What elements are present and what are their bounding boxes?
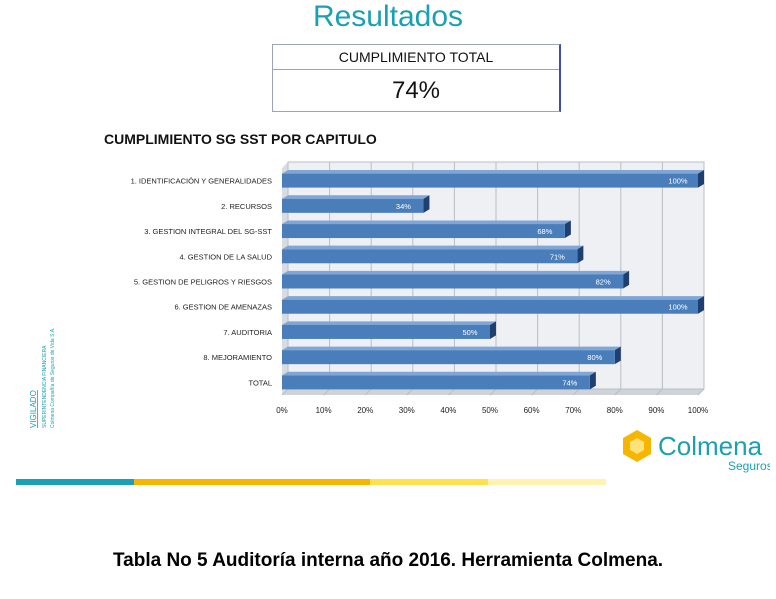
total-compliance-box: CUMPLIMIENTO TOTAL 74% [272,44,561,112]
gridline-floor [656,388,663,396]
category-label: 6. GESTION DE AMENAZAS [174,303,272,312]
data-label: 80% [587,353,602,362]
chart-title: CUMPLIMIENTO SG SST POR CAPITULO [104,131,377,147]
bar-end [490,321,496,339]
bar-end [423,195,430,213]
bar-top [282,321,496,325]
x-tick-label: 90% [648,406,664,415]
data-label: 74% [562,378,577,387]
gridline-floor [281,388,289,396]
side-text-line-2: SUPERINTENDENCIA FINANCIERA [42,345,48,428]
data-label: 68% [537,227,552,236]
bar-top [282,245,584,250]
x-tick-label: 80% [607,406,623,415]
bar [282,198,424,213]
total-compliance-label: CUMPLIMIENTO TOTAL [273,45,559,70]
bar [282,299,698,314]
bar-end [614,346,621,365]
category-label: 8. MEJORAMIENTO [203,353,272,362]
bar-top [282,195,430,199]
data-label: 100% [668,177,688,186]
bar [282,350,615,365]
side-text-line-1: VIGILADO [29,390,38,428]
bar [282,324,490,339]
category-label: 7. AUDITORIA [223,328,272,337]
bar-end [564,220,571,239]
data-label: 50% [462,328,477,337]
brand-strip-4 [488,479,606,485]
x-tick-label: 30% [399,406,415,415]
figure-caption: Tabla No 5 Auditoría interna año 2016. H… [112,550,664,571]
bar-end [589,371,596,390]
category-label: 5. GESTION DE PELIGROS Y RIESGOS [134,278,272,287]
gridline-floor [489,388,497,396]
gridline-floor [406,388,414,396]
bar-top [282,346,621,351]
page-title: Resultados [312,0,464,33]
category-label: 4. GESTION DE LA SALUD [179,252,272,261]
gridline-floor [448,388,455,396]
bar [282,274,624,289]
category-label: 3. GESTION INTEGRAL DEL SG-SST [144,227,272,236]
bar-top [282,371,596,376]
bar-top [282,296,704,300]
x-tick-label: 50% [482,406,498,415]
bar-end [623,270,630,289]
gridline-floor [572,388,580,396]
gridline-floor [531,388,538,396]
bar [282,375,590,390]
brand-strip-1 [16,479,134,485]
total-compliance-value: 74% [391,77,441,104]
bar-top [282,170,704,174]
brand-strip-2 [134,479,370,485]
side-text-line-3: Colmena Compañía de Seguros de Vida S.A. [50,327,56,428]
bar [282,224,565,239]
category-label: 2. RECURSOS [221,202,272,211]
category-label: TOTAL [249,378,272,387]
bar-top [282,270,630,275]
gridline-floor [323,388,330,396]
bar [282,249,578,264]
x-tick-label: 20% [357,406,373,415]
x-tick-label: 70% [565,406,581,415]
bar [282,173,698,188]
compliance-bar-chart: 0% 10% 20% 30% 40% 50% 60% 70% 80% 90% 100% 1. IDEN… [131,161,708,415]
x-tick-label: 60% [524,406,540,415]
colmena-logo: Colmena Seguros [623,430,770,473]
gridline-floor [614,388,622,396]
data-label: 100% [668,303,688,312]
bar-end [577,245,584,264]
x-tick-label: 40% [440,406,456,415]
brand-sub: Seguros [728,459,770,473]
x-tick-label: 0% [276,406,288,415]
data-label: 82% [596,278,611,287]
gridline-floor [697,388,705,396]
gridline-floor [364,388,372,396]
bar-end [698,296,704,314]
x-tick-label: 10% [316,406,332,415]
x-tick-label: 100% [688,406,708,415]
category-label: 1. IDENTIFICACIÓN Y GENERALIDADES [131,177,272,186]
bar-top [282,220,571,225]
bar-end [698,170,704,188]
data-label: 71% [550,252,565,261]
data-label: 34% [396,202,411,211]
brand-strip-3 [370,479,488,485]
vigilado-side-text: VIGILADO SUPERINTENDENCIA FINANCIERA Col… [29,327,56,428]
brand-name: Colmena [658,431,763,461]
